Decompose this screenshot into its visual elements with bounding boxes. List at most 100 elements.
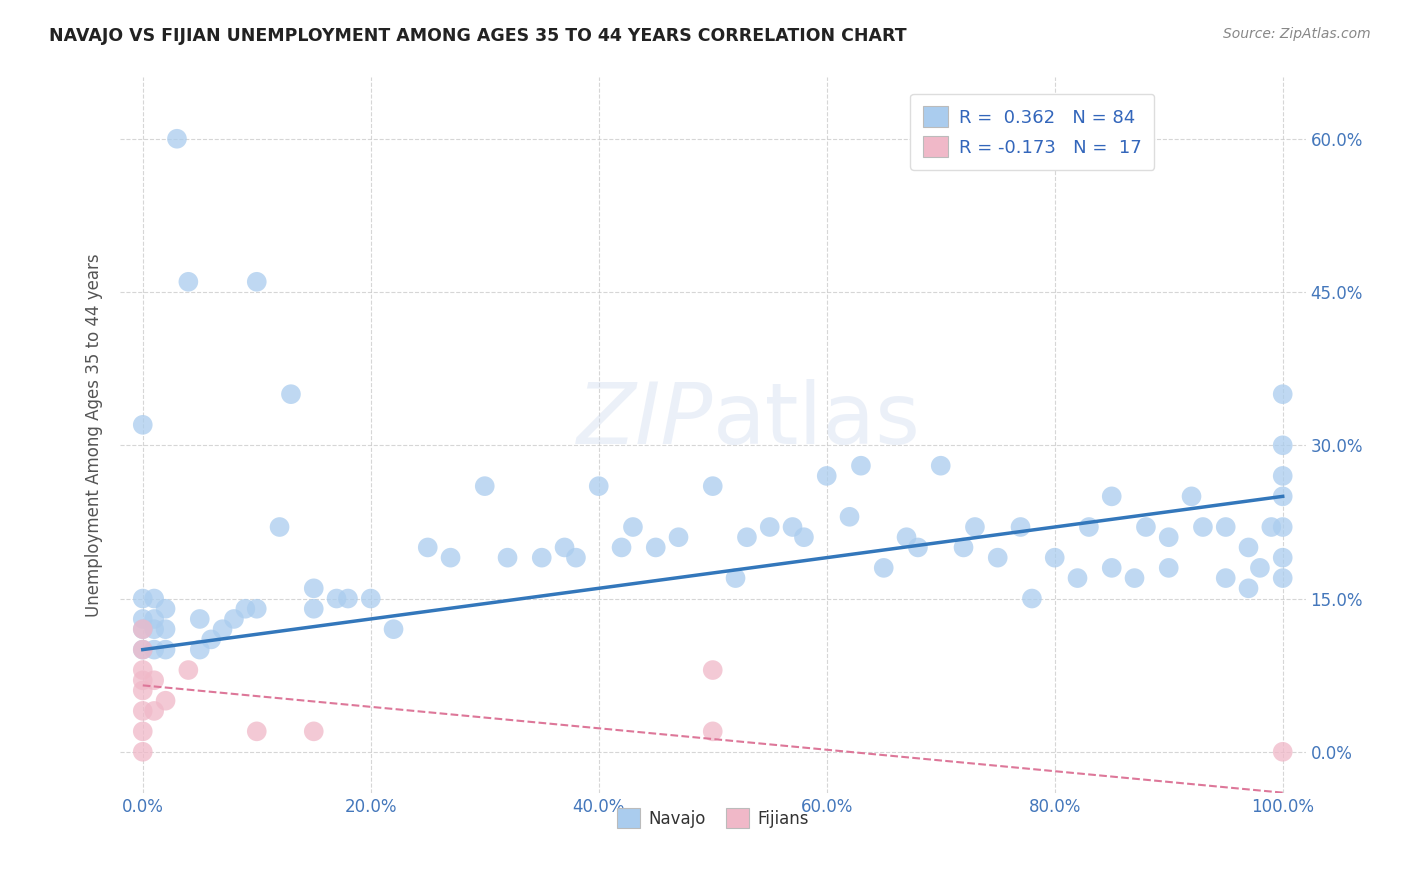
- Point: [929, 458, 952, 473]
- Point: [815, 469, 838, 483]
- Point: [702, 724, 724, 739]
- Point: [1271, 469, 1294, 483]
- Point: [1192, 520, 1215, 534]
- Point: [132, 683, 155, 698]
- Point: [132, 417, 155, 432]
- Point: [132, 591, 155, 606]
- Point: [177, 275, 200, 289]
- Point: [1271, 550, 1294, 565]
- Point: [155, 694, 177, 708]
- Point: [474, 479, 496, 493]
- Point: [302, 724, 325, 739]
- Text: NAVAJO VS FIJIAN UNEMPLOYMENT AMONG AGES 35 TO 44 YEARS CORRELATION CHART: NAVAJO VS FIJIAN UNEMPLOYMENT AMONG AGES…: [49, 27, 907, 45]
- Point: [1077, 520, 1099, 534]
- Point: [724, 571, 747, 585]
- Point: [143, 704, 166, 718]
- Point: [610, 541, 633, 555]
- Point: [963, 520, 986, 534]
- Legend: Navajo, Fijians: Navajo, Fijians: [610, 802, 815, 834]
- Point: [143, 622, 166, 636]
- Text: ZIP: ZIP: [576, 379, 713, 462]
- Point: [588, 479, 610, 493]
- Point: [132, 622, 155, 636]
- Point: [155, 622, 177, 636]
- Point: [1101, 489, 1123, 503]
- Point: [1237, 541, 1260, 555]
- Point: [302, 601, 325, 615]
- Point: [132, 642, 155, 657]
- Point: [360, 591, 382, 606]
- Point: [896, 530, 918, 544]
- Point: [280, 387, 302, 401]
- Point: [188, 642, 211, 657]
- Text: Source: ZipAtlas.com: Source: ZipAtlas.com: [1223, 27, 1371, 41]
- Text: atlas: atlas: [713, 379, 921, 462]
- Point: [143, 642, 166, 657]
- Point: [1043, 550, 1066, 565]
- Point: [132, 673, 155, 688]
- Point: [132, 612, 155, 626]
- Point: [1157, 530, 1180, 544]
- Point: [1271, 387, 1294, 401]
- Point: [1237, 582, 1260, 596]
- Point: [222, 612, 245, 626]
- Point: [177, 663, 200, 677]
- Point: [1135, 520, 1157, 534]
- Point: [246, 275, 269, 289]
- Point: [1123, 571, 1146, 585]
- Point: [702, 663, 724, 677]
- Point: [155, 601, 177, 615]
- Point: [235, 601, 257, 615]
- Point: [1271, 571, 1294, 585]
- Point: [246, 601, 269, 615]
- Point: [987, 550, 1010, 565]
- Point: [668, 530, 690, 544]
- Point: [1215, 520, 1237, 534]
- Point: [143, 591, 166, 606]
- Point: [1010, 520, 1032, 534]
- Point: [530, 550, 553, 565]
- Point: [735, 530, 758, 544]
- Point: [188, 612, 211, 626]
- Point: [1271, 438, 1294, 452]
- Point: [621, 520, 644, 534]
- Point: [758, 520, 780, 534]
- Point: [1271, 520, 1294, 534]
- Point: [132, 704, 155, 718]
- Point: [873, 561, 896, 575]
- Point: [155, 642, 177, 657]
- Point: [200, 632, 222, 647]
- Point: [838, 509, 860, 524]
- Point: [1271, 489, 1294, 503]
- Point: [702, 479, 724, 493]
- Point: [132, 642, 155, 657]
- Point: [166, 132, 188, 146]
- Point: [496, 550, 519, 565]
- Point: [1260, 520, 1282, 534]
- Point: [554, 541, 576, 555]
- Point: [416, 541, 439, 555]
- Point: [132, 663, 155, 677]
- Point: [952, 541, 974, 555]
- Point: [782, 520, 804, 534]
- Point: [132, 622, 155, 636]
- Point: [1021, 591, 1043, 606]
- Point: [793, 530, 815, 544]
- Point: [1066, 571, 1088, 585]
- Point: [143, 673, 166, 688]
- Point: [439, 550, 461, 565]
- Point: [336, 591, 359, 606]
- Point: [302, 582, 325, 596]
- Y-axis label: Unemployment Among Ages 35 to 44 years: Unemployment Among Ages 35 to 44 years: [86, 253, 103, 617]
- Point: [325, 591, 347, 606]
- Point: [132, 745, 155, 759]
- Point: [143, 612, 166, 626]
- Point: [1157, 561, 1180, 575]
- Point: [849, 458, 872, 473]
- Point: [382, 622, 405, 636]
- Point: [1101, 561, 1123, 575]
- Point: [907, 541, 929, 555]
- Point: [1271, 745, 1294, 759]
- Point: [1180, 489, 1202, 503]
- Point: [565, 550, 588, 565]
